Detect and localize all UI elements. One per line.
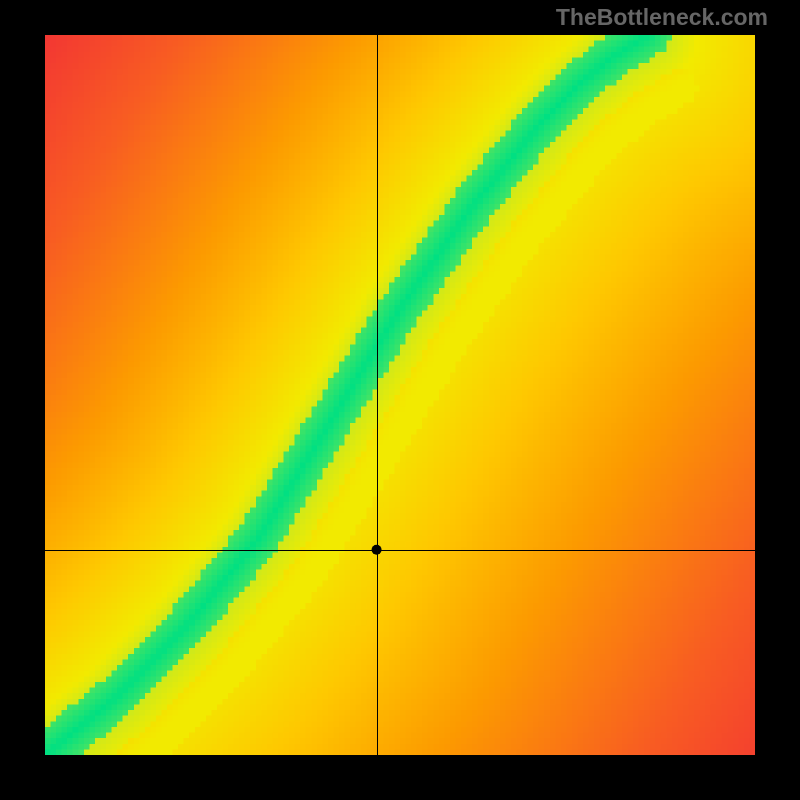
plot-area	[45, 35, 755, 755]
overlay-canvas	[45, 35, 755, 755]
chart-container: TheBottleneck.com	[0, 0, 800, 800]
watermark: TheBottleneck.com	[556, 4, 768, 31]
